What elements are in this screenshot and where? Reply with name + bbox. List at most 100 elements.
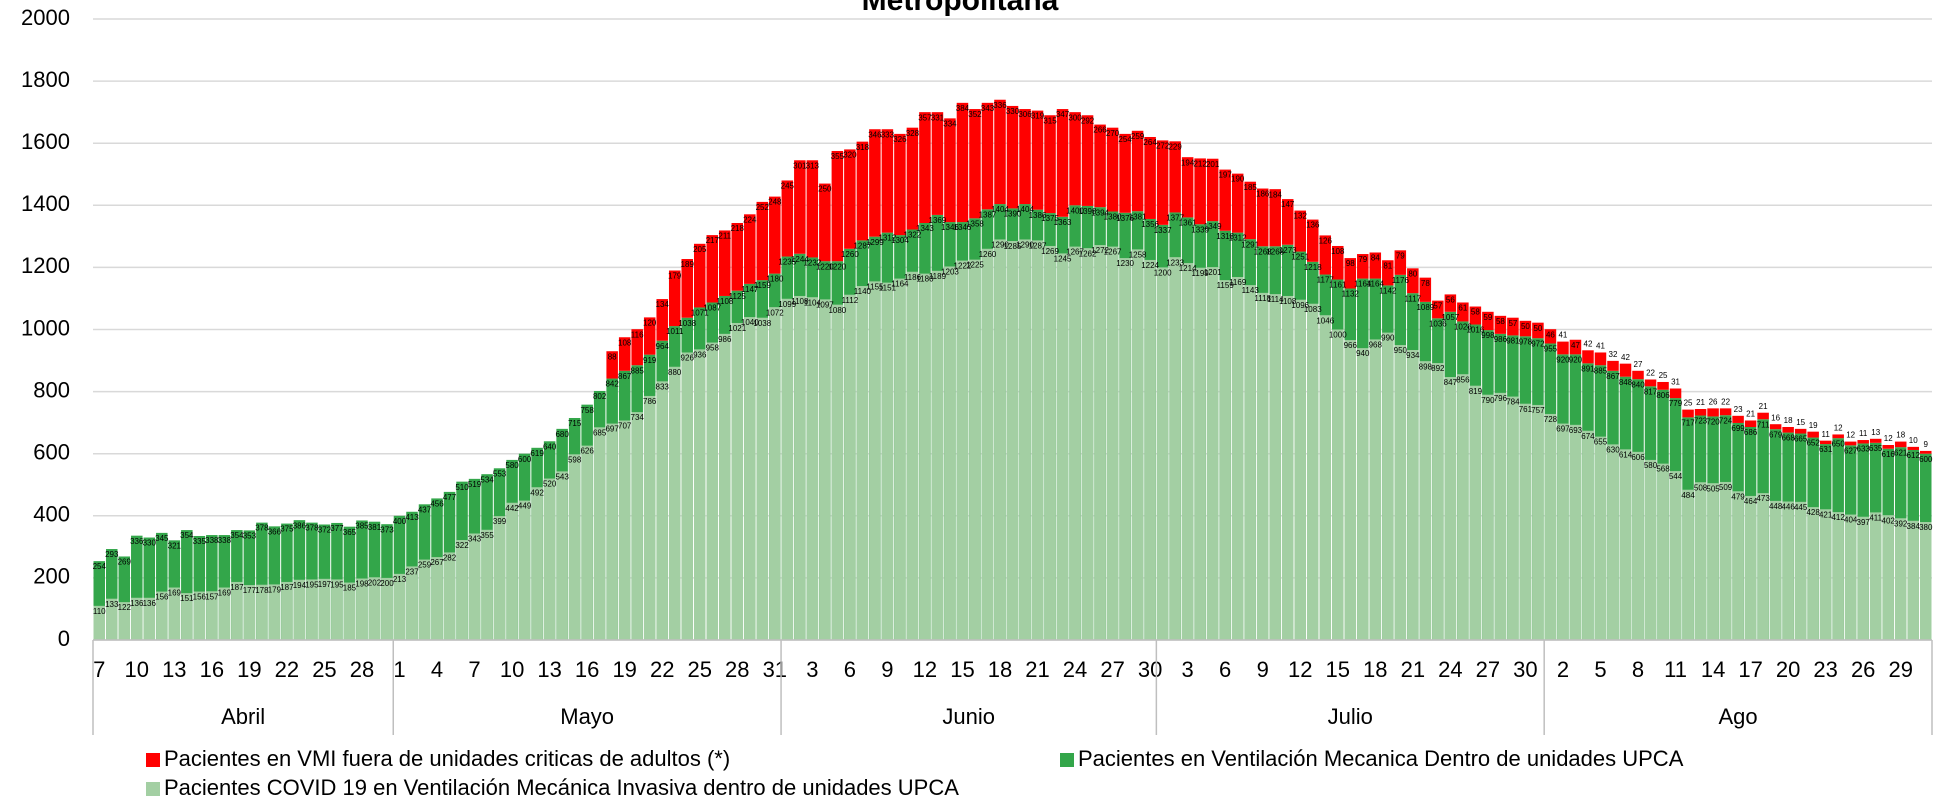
x-tick-label: 24 bbox=[1438, 657, 1462, 682]
x-group-label: Mayo bbox=[560, 704, 614, 729]
x-tick-label: 5 bbox=[1594, 657, 1606, 682]
bar-segment bbox=[1569, 339, 1582, 355]
data-label: 136 bbox=[1306, 221, 1320, 230]
data-label: 1201 bbox=[1204, 268, 1222, 277]
data-label: 1356 bbox=[1141, 220, 1159, 229]
data-label: 616 bbox=[1882, 450, 1896, 459]
data-label: 373 bbox=[380, 525, 394, 534]
data-label: 345 bbox=[155, 534, 169, 543]
bar-segment bbox=[1194, 158, 1206, 225]
data-label: 80 bbox=[1408, 269, 1417, 278]
data-label: 259 bbox=[418, 561, 432, 570]
bar-segment bbox=[1019, 239, 1031, 640]
data-label: 1318 bbox=[1216, 232, 1234, 241]
data-label: 381 bbox=[368, 523, 382, 532]
data-label: 1140 bbox=[854, 287, 872, 296]
bar-segment bbox=[1219, 280, 1231, 640]
data-label: 18 bbox=[1784, 416, 1793, 425]
data-label: 1269 bbox=[1041, 247, 1059, 256]
data-label: 224 bbox=[743, 215, 757, 224]
x-tick-label: 19 bbox=[237, 657, 261, 682]
bar-segment bbox=[281, 581, 293, 640]
data-label: 202 bbox=[368, 578, 382, 587]
data-label: 12 bbox=[1846, 431, 1855, 440]
data-label: 110 bbox=[93, 607, 106, 616]
data-label: 711 bbox=[1757, 420, 1770, 429]
data-label: 510 bbox=[455, 483, 469, 492]
data-label: 633 bbox=[1857, 445, 1871, 454]
bar-segment bbox=[1882, 515, 1894, 640]
x-tick-label: 6 bbox=[844, 657, 856, 682]
x-tick-label: 25 bbox=[688, 657, 712, 682]
x-tick-label: 10 bbox=[500, 657, 524, 682]
bar-segment bbox=[1069, 112, 1081, 206]
bar-segment bbox=[1094, 124, 1106, 208]
data-label: 19 bbox=[1809, 421, 1818, 430]
bar-segment bbox=[1819, 509, 1832, 640]
data-label: 1358 bbox=[966, 219, 984, 228]
bar-segment bbox=[1369, 252, 1382, 279]
bar-segment bbox=[1256, 188, 1269, 247]
data-label: 833 bbox=[656, 382, 670, 391]
data-label: 728 bbox=[1544, 415, 1558, 424]
data-label: 1016 bbox=[1466, 326, 1484, 335]
y-tick-label: 1800 bbox=[21, 67, 70, 92]
x-tick-label: 28 bbox=[725, 657, 749, 682]
data-label: 1080 bbox=[828, 306, 846, 315]
x-tick-label: 27 bbox=[1100, 657, 1124, 682]
data-label: 282 bbox=[443, 554, 457, 563]
data-label: 413 bbox=[405, 513, 419, 522]
y-tick-label: 1400 bbox=[21, 191, 70, 216]
data-label: 318 bbox=[856, 143, 870, 152]
data-label: 1387 bbox=[979, 210, 997, 219]
data-label: 1218 bbox=[1304, 263, 1322, 272]
data-label: 968 bbox=[1369, 341, 1383, 350]
data-label: 1186 bbox=[904, 273, 922, 282]
data-label: 619 bbox=[530, 449, 544, 458]
data-label: 333 bbox=[881, 130, 895, 139]
bar-segment bbox=[93, 561, 106, 640]
data-label: 1322 bbox=[904, 231, 922, 240]
bar-segment bbox=[1081, 248, 1094, 641]
bar-segment bbox=[143, 597, 156, 640]
data-label: 640 bbox=[543, 442, 557, 451]
legend-label: Pacientes en Ventilación Mecanica Dentro… bbox=[1078, 746, 1684, 771]
data-label: 330 bbox=[143, 539, 157, 548]
data-label: 1273 bbox=[1279, 246, 1297, 255]
data-label: 697 bbox=[605, 425, 619, 434]
x-tick-label: 21 bbox=[1401, 657, 1425, 682]
bar-segment bbox=[193, 535, 206, 640]
data-label: 1104 bbox=[804, 298, 822, 307]
data-label: 693 bbox=[1569, 426, 1583, 435]
data-label: 686 bbox=[1744, 428, 1758, 437]
bar-segment bbox=[1819, 440, 1832, 445]
data-label: 320 bbox=[843, 151, 857, 160]
bar-segment bbox=[994, 99, 1006, 205]
data-label: 200 bbox=[380, 579, 394, 588]
bar-segment bbox=[706, 235, 719, 303]
bar-segment bbox=[1407, 268, 1419, 294]
data-label: 867 bbox=[1606, 372, 1620, 381]
bar-segment bbox=[1306, 219, 1319, 262]
bar-segment bbox=[1056, 253, 1069, 641]
bar-segment bbox=[556, 471, 568, 640]
data-label: 42 bbox=[1621, 353, 1630, 362]
data-label: 1114 bbox=[1267, 295, 1284, 304]
data-label: 306 bbox=[1018, 110, 1032, 119]
data-label: 147 bbox=[1281, 200, 1295, 209]
data-label: 1199 bbox=[1192, 269, 1210, 278]
data-label: 1299 bbox=[866, 238, 884, 247]
x-tick-label: 15 bbox=[950, 657, 974, 682]
bar-segment bbox=[956, 102, 969, 223]
data-label: 635 bbox=[1869, 444, 1883, 453]
data-label: 758 bbox=[580, 406, 594, 415]
bar-segment bbox=[1832, 512, 1844, 640]
data-label: 1363 bbox=[1054, 218, 1072, 227]
data-label: 1038 bbox=[753, 319, 771, 328]
data-label: 1177 bbox=[1317, 276, 1335, 285]
data-label: 1290 bbox=[1016, 241, 1034, 250]
bar-segment bbox=[1794, 501, 1807, 640]
data-label: 212 bbox=[1193, 160, 1207, 169]
bar-segment bbox=[1807, 507, 1819, 640]
bar-segment bbox=[1557, 423, 1569, 640]
